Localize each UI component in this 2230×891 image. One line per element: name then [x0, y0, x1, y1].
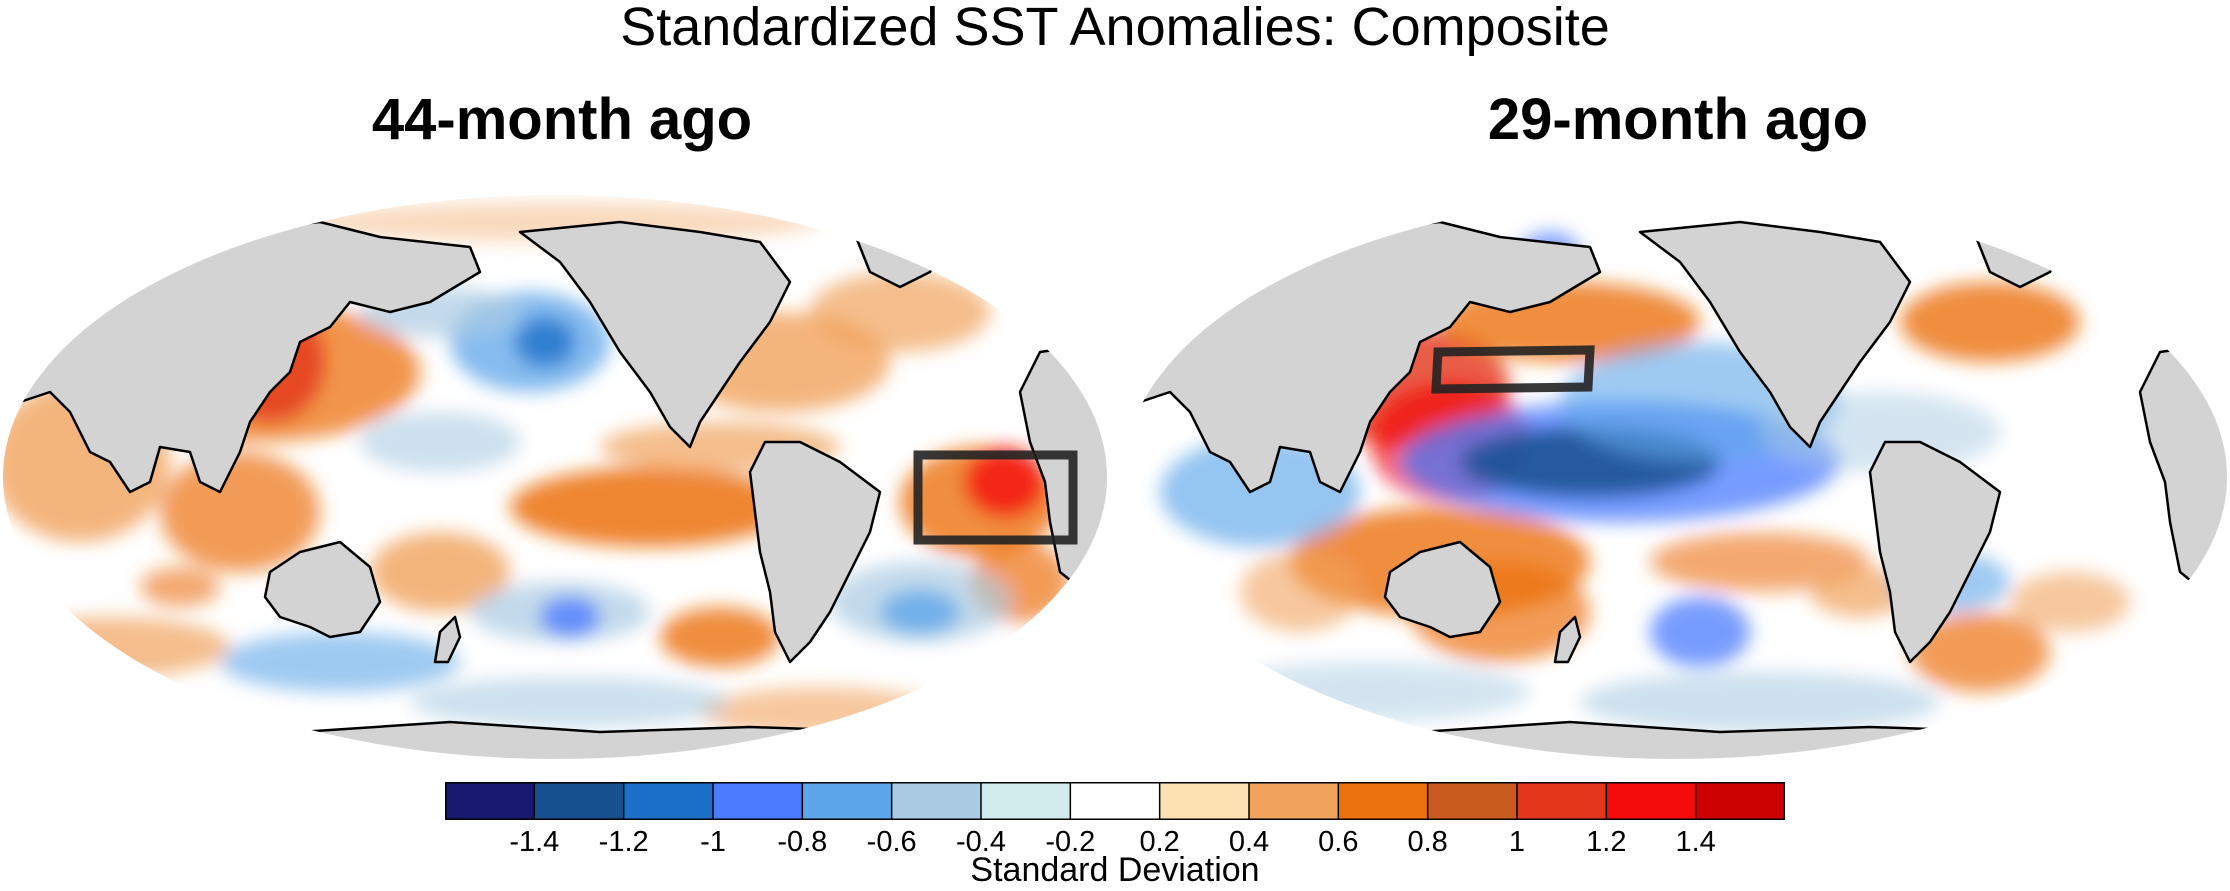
panel-title-right: 29-month ago [1487, 87, 1869, 152]
colorbar-swatch [1338, 783, 1429, 819]
north-america-left [518, 220, 792, 449]
new-zealand-right [1553, 615, 1582, 664]
colorbar-swatch [534, 783, 625, 819]
figure-title: Standardized SST Anomalies: Composite [620, 0, 1610, 57]
map-border-left [1, 193, 1109, 761]
sst-map-left-svg [1, 193, 1109, 761]
colorbar-swatch [1606, 783, 1697, 819]
colorbar-tick-label: 1.4 [1675, 826, 1716, 858]
colorbar-swatch [623, 783, 714, 819]
colorbar-labels: -1.4 -1.2 -1 -0.8 -0.6 -0.4 -0.2 0.2 0.4 0.6 0.8 1 1… [445, 826, 1785, 858]
australia-right [1383, 540, 1502, 639]
colorbar-tick-label: -0.8 [777, 826, 828, 858]
australia-left [263, 540, 382, 639]
colorbar-swatch [891, 783, 982, 819]
colorbar-svg [445, 782, 1785, 820]
colorbar-swatch [1070, 783, 1161, 819]
africa-left [1018, 340, 1108, 614]
colorbar-tick-label: -1.2 [598, 826, 649, 858]
colorbar-swatch [802, 783, 893, 819]
map-border-right [1121, 193, 2229, 761]
antarctica-right [1122, 720, 2228, 760]
colorbar-tick-label: -1.4 [509, 826, 560, 858]
south-america-right [1868, 440, 2002, 664]
highlight-box-left [913, 450, 1078, 545]
colorbar-swatch [1517, 783, 1607, 819]
colorbar-tick-label: 0.4 [1228, 826, 1270, 858]
colorbar-tick-label: -0.2 [1045, 826, 1096, 858]
colorbar-tick-label: 0.2 [1139, 826, 1180, 858]
colorbar-swatch [1159, 783, 1250, 819]
sst-map-left [0, 192, 1110, 762]
colorbar-tick-label: -0.4 [956, 826, 1006, 858]
colorbar-tick-label: 1 [1508, 826, 1526, 858]
colorbar [445, 782, 1785, 820]
africa-right [2138, 340, 2228, 614]
colorbar-tick-label: -0.6 [866, 826, 917, 858]
panel-title-left: 44-month ago [371, 87, 753, 152]
south-america-left [748, 440, 882, 664]
new-zealand-left [433, 615, 462, 664]
colorbar-swatch [445, 783, 535, 819]
highlight-box-right [1431, 345, 1595, 394]
colorbar-swatch [1695, 783, 1785, 819]
colorbar-swatch [981, 783, 1071, 819]
colorbar-tick-label: 1.2 [1586, 826, 1627, 858]
sst-map-right-svg [1121, 193, 2229, 761]
colorbar-tick-label: 0.8 [1407, 826, 1448, 858]
sst-map-right [1120, 192, 2230, 762]
colorbar-swatch [1249, 783, 1339, 819]
colorbar-title: Standard Deviation [970, 851, 1260, 889]
colorbar-swatch [713, 783, 803, 819]
north-america-right [1638, 220, 1912, 449]
antarctica-left [2, 720, 1108, 760]
colorbar-border [445, 782, 1785, 820]
colorbar-tick-label: -1 [700, 826, 726, 858]
colorbar-tick-label: 0.6 [1318, 826, 1359, 858]
colorbar-swatch [1427, 783, 1518, 819]
